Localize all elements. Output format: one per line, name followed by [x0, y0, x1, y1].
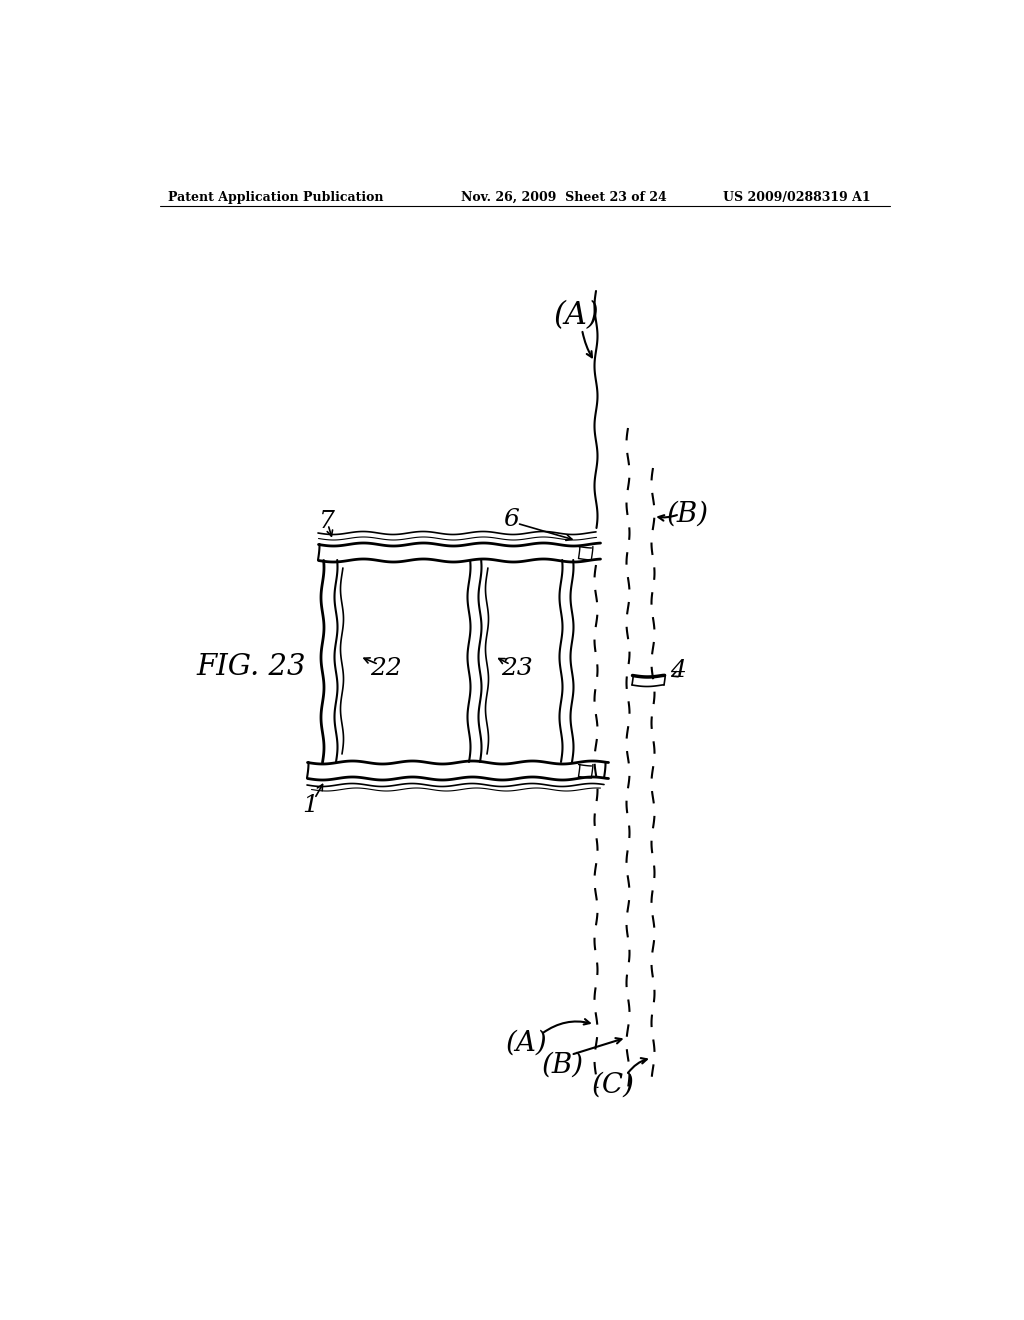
Text: 7: 7 — [318, 510, 335, 533]
Text: (A): (A) — [506, 1030, 547, 1056]
Text: (B): (B) — [667, 500, 709, 528]
Text: (A): (A) — [554, 301, 599, 331]
Text: 6: 6 — [504, 508, 519, 531]
Text: (B): (B) — [542, 1052, 584, 1078]
Text: 23: 23 — [501, 657, 532, 680]
Text: 4: 4 — [670, 659, 686, 682]
Text: US 2009/0288319 A1: US 2009/0288319 A1 — [723, 190, 870, 203]
Text: Nov. 26, 2009  Sheet 23 of 24: Nov. 26, 2009 Sheet 23 of 24 — [461, 190, 667, 203]
Text: 1: 1 — [302, 795, 318, 817]
Text: FIG. 23: FIG. 23 — [197, 652, 306, 681]
Text: 22: 22 — [370, 657, 401, 680]
Text: (C): (C) — [592, 1072, 635, 1098]
Text: Patent Application Publication: Patent Application Publication — [168, 190, 383, 203]
